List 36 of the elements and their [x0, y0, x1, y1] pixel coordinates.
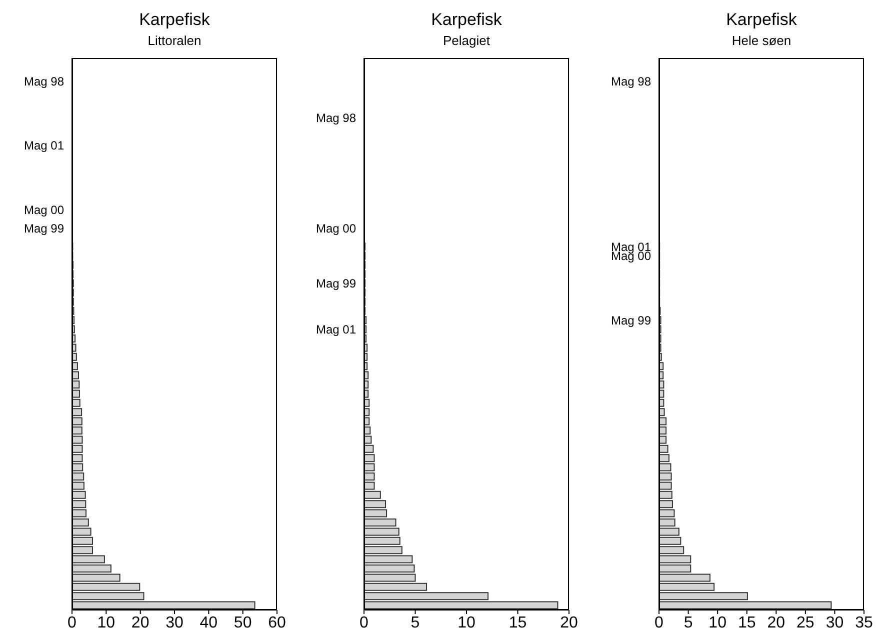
y-tick-label: Mag 99	[24, 221, 64, 236]
y-tick-label: Mag 99	[316, 276, 356, 291]
y-tick-label: Mag 01	[316, 322, 356, 337]
x-tick-label: 0	[360, 614, 369, 632]
y-tick-label: Mag 99	[610, 313, 652, 328]
x-tick-label: 30	[166, 614, 184, 632]
x-tick-label: 40	[200, 614, 218, 632]
x-tick-label: 10	[708, 614, 727, 632]
x-tick-label: 25	[796, 614, 814, 632]
y-tick-label: Mag 00	[24, 203, 64, 218]
x-tick-label: 20	[767, 614, 786, 632]
chart-title: Karpefisk	[725, 10, 798, 30]
x-tick-label: 60	[268, 614, 286, 632]
x-tick-label: 15	[738, 614, 756, 632]
x-tick-label: 5	[410, 614, 420, 632]
x-tick-label: 10	[97, 614, 116, 632]
x-tick-label: 10	[458, 614, 476, 632]
chart-subtitle: Pelagiet	[442, 33, 491, 48]
y-tick-label: Mag 98	[316, 111, 356, 126]
x-tick-label: 30	[826, 614, 844, 632]
x-tick-label: 5	[684, 614, 693, 632]
x-tick-label: 0	[654, 614, 664, 632]
y-tick-label: Mag 00	[316, 221, 356, 236]
y-tick-label: Mag 98	[610, 74, 652, 88]
chart-title: Karpefisk	[430, 10, 503, 30]
y-tick-label: Mag 98	[24, 74, 64, 88]
x-tick-label: 0	[68, 614, 77, 632]
x-tick-label: 50	[234, 614, 252, 632]
chart-title: Karpefisk	[138, 10, 211, 30]
chart-subtitle: Hele søen	[730, 33, 792, 48]
chart-subtitle: Littoralen	[146, 33, 202, 48]
x-tick-label: 20	[131, 614, 150, 632]
y-tick-label: Mag 01	[24, 138, 64, 153]
x-tick-label: 35	[855, 614, 873, 632]
x-tick-label: 20	[560, 614, 578, 632]
x-tick-label: 15	[508, 614, 527, 632]
